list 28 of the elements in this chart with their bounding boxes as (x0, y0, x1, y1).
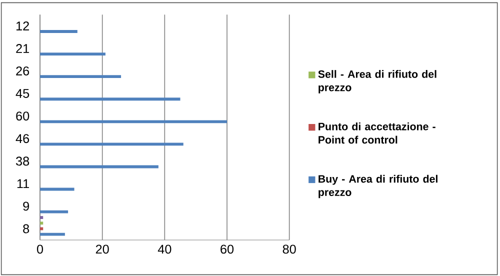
y-tick-label: 8 (23, 224, 30, 234)
bar (40, 216, 44, 219)
y-tick-label: 12 (16, 22, 29, 30)
x-tick-label: 20 (96, 244, 109, 254)
bar (40, 222, 44, 225)
x-tick-label: 0 (36, 244, 44, 254)
y-tick-label: 11 (17, 179, 29, 188)
bar (40, 52, 106, 56)
bar (40, 30, 78, 33)
x-tick-label: 40 (158, 244, 172, 254)
y-tick-label: 46 (16, 134, 30, 144)
y-tick-label: 21 (16, 44, 29, 53)
y-tick-label: 9 (23, 202, 29, 211)
bar (40, 120, 228, 124)
bar (40, 75, 122, 78)
legend-label: Sell - Area di rifiuto del prezzo (318, 70, 436, 94)
bar (40, 142, 184, 146)
legend-label: Buy - Area di rifiuto del prezzo (318, 174, 438, 198)
bar (40, 232, 65, 236)
legend-label: Punto di accettazione - Point of control (318, 122, 436, 144)
bar (40, 210, 68, 214)
x-tick-label: 60 (220, 244, 234, 254)
y-tick-label: 38 (16, 156, 30, 166)
x-tick-label: 80 (282, 244, 296, 254)
y-tick-label: 26 (16, 66, 30, 76)
bar (40, 98, 180, 101)
y-tick-label: 45 (16, 89, 30, 98)
y-tick-label: 60 (16, 112, 30, 121)
